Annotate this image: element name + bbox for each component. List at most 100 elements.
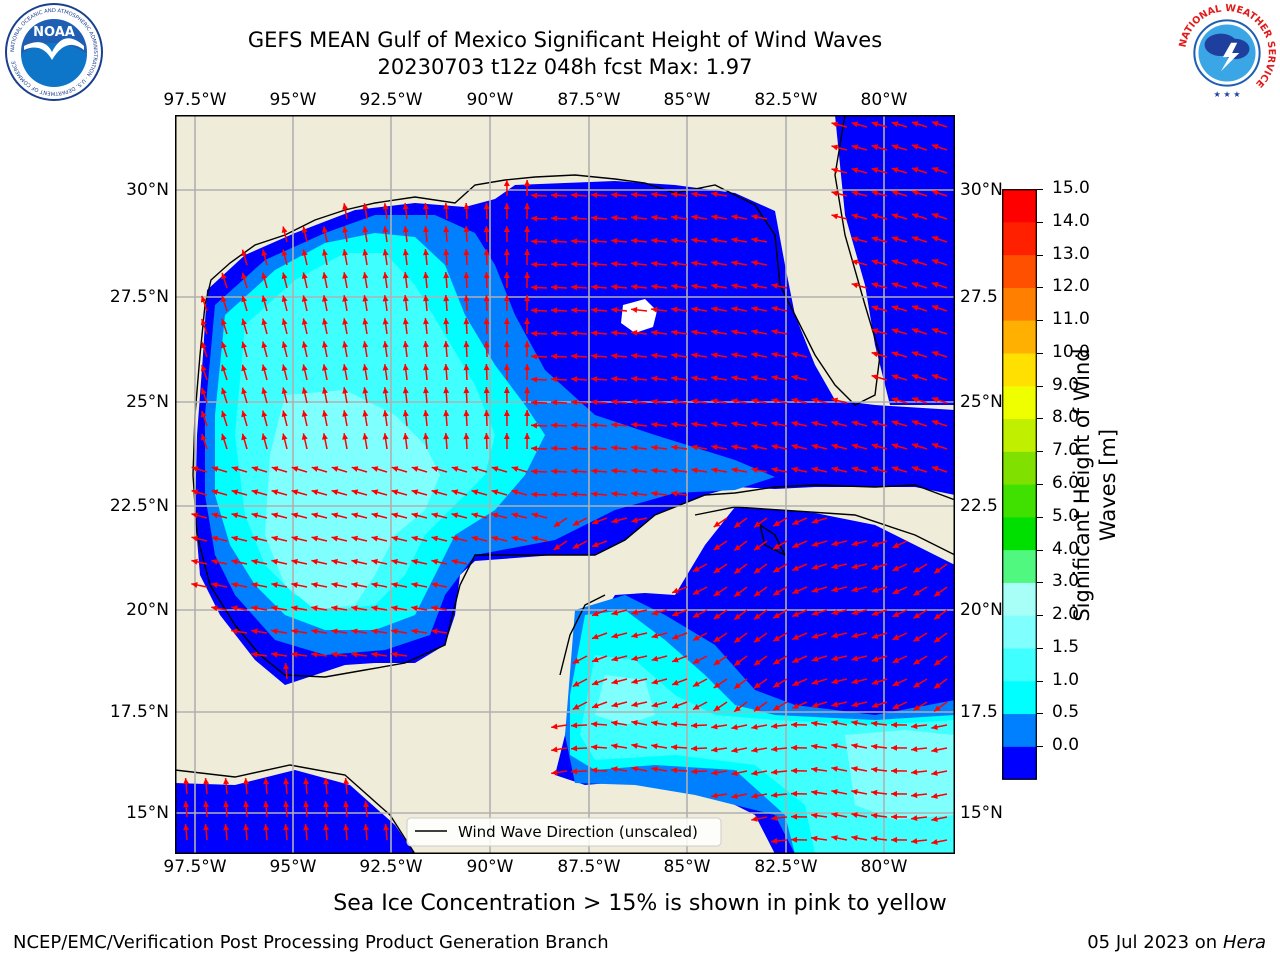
wind-arrow-head: [281, 249, 288, 256]
nws-logo: NATIONAL WEATHER SERVICE ★ ★ ★: [1178, 3, 1277, 102]
colorbar: [1002, 189, 1037, 780]
wind-arrow-head: [322, 364, 328, 371]
wind-arrow-head: [671, 306, 678, 313]
wind-arrow-head: [283, 824, 290, 831]
wind-arrow-head: [773, 681, 780, 688]
wind-arrow-head: [771, 769, 778, 775]
wind-arrow-head: [443, 203, 450, 210]
wind-arrow-head: [211, 605, 218, 612]
wind-arrow-head: [323, 778, 330, 785]
wind-arrow-head: [311, 512, 319, 519]
wind-arrow-head: [711, 352, 718, 359]
wind-arrow-head: [342, 249, 349, 256]
wind-arrow-head: [281, 272, 288, 279]
wind-arrow-head: [692, 658, 700, 664]
wind-arrow-head: [351, 489, 359, 496]
wind-arrow-head: [221, 318, 227, 326]
wind-arrow-head: [831, 632, 838, 639]
wind-arrow-head: [871, 789, 878, 796]
wind-arrow-head: [831, 563, 838, 570]
wind-arrow-head: [771, 421, 778, 427]
lon-label: 80°W: [860, 857, 908, 877]
wind-arrow-head: [671, 352, 678, 359]
wind-arrow-head: [531, 445, 538, 452]
wind-arrow-head: [551, 723, 558, 730]
wind-arrow-head: [771, 352, 778, 358]
chart-title: GEFS MEAN Gulf of Mexico Significant Hei…: [247, 28, 883, 52]
wind-arrow-head: [651, 701, 659, 708]
wind-arrow-head: [811, 766, 818, 773]
wind-arrow-head: [631, 517, 638, 524]
wind-arrow-head: [263, 778, 270, 785]
wind-arrow-head: [731, 375, 738, 382]
wind-arrow-head: [471, 466, 479, 472]
wind-arrow-head: [483, 318, 490, 325]
wind-arrow-head: [382, 364, 389, 371]
wind-arrow-head: [691, 375, 698, 382]
wind-arrow-head: [511, 535, 518, 542]
wind-arrow-head: [231, 628, 238, 635]
wind-arrow-head: [221, 341, 227, 349]
wind-arrow-head: [283, 801, 290, 808]
wind-arrow-head: [751, 237, 758, 243]
wind-arrow-head: [572, 657, 580, 664]
lat-label: 15°N: [126, 803, 169, 823]
wind-arrow-head: [751, 283, 758, 289]
colorbar-segment: [1002, 189, 1037, 223]
lon-label: 87.5°W: [557, 90, 621, 110]
wind-arrow-head: [631, 329, 638, 336]
wind-arrow-head: [281, 410, 288, 417]
wind-arrow-head: [443, 272, 450, 279]
wind-arrow-head: [443, 387, 450, 394]
wind-arrow-head: [551, 330, 558, 337]
wind-arrow-head: [871, 190, 879, 197]
wind-arrow-head: [773, 658, 780, 665]
wind-arrow-head: [311, 605, 318, 612]
wind-arrow-head: [423, 249, 429, 256]
wind-arrow-head: [411, 535, 418, 542]
wind-arrow-head: [443, 410, 450, 417]
wind-arrow-head: [871, 812, 878, 819]
wind-arrow-head: [911, 374, 919, 380]
wind-arrow-head: [891, 282, 899, 288]
wind-arrow-head: [553, 544, 561, 550]
wind-arrow-head: [811, 789, 818, 796]
colorbar-tick-mark: [1037, 549, 1043, 551]
wind-arrow-head: [631, 609, 638, 616]
wind-arrow-head: [691, 329, 698, 336]
wind-arrow-head: [713, 682, 721, 688]
lat-label: 20°N: [126, 600, 169, 620]
wind-arrow-head: [651, 398, 658, 405]
svg-text:★ ★ ★: ★ ★ ★: [1213, 89, 1240, 99]
wind-arrow-head: [911, 466, 919, 472]
wind-arrow-head: [891, 813, 897, 820]
wind-arrow-head: [571, 284, 578, 291]
wind-arrow-head: [571, 330, 578, 337]
wind-arrow-head: [811, 679, 819, 685]
wind-arrow-head: [891, 790, 897, 797]
wind-arrow-head: [831, 466, 839, 473]
wind-arrow-head: [351, 651, 358, 658]
wind-arrow-head: [291, 605, 298, 612]
wind-arrow-head: [811, 518, 819, 524]
wind-arrow-head: [463, 341, 470, 348]
wind-arrow-head: [402, 387, 409, 394]
wind-arrow-head: [443, 364, 450, 371]
map-plot: Wind Wave Direction (unscaled): [175, 115, 955, 854]
wind-arrow-head: [471, 535, 478, 542]
wind-arrow-head: [911, 838, 918, 845]
wind-arrow-head: [871, 633, 879, 639]
wind-arrow-head: [362, 295, 369, 302]
wind-arrow-head: [734, 705, 741, 712]
wind-arrow-head: [551, 215, 558, 222]
wind-arrow-head: [911, 190, 919, 196]
wind-arrow-head: [301, 387, 308, 394]
wind-arrow-head: [571, 722, 578, 729]
wind-arrow-head: [391, 605, 398, 612]
wind-arrow-head: [771, 444, 778, 450]
wind-arrow-head: [463, 249, 470, 256]
wind-arrow-head: [200, 295, 207, 303]
lat-label: 27.5°N: [109, 287, 169, 307]
wind-arrow-head: [913, 658, 920, 665]
wind-arrow-head: [611, 284, 618, 290]
